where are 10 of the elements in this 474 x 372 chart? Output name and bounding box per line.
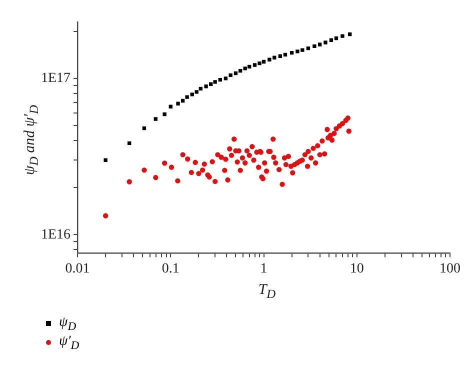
x-tick-label: 1 xyxy=(260,261,268,276)
x-tick-label: 0.1 xyxy=(162,261,180,276)
x-tick-label: 100 xyxy=(440,261,460,276)
legend-label: ψ$_{D}$ xyxy=(59,314,76,332)
x-axis-title: T$_{D}$ xyxy=(258,282,276,302)
legend-label: ψ′$_{D}$ xyxy=(59,334,80,352)
y-tick-label: 1E17 xyxy=(40,71,71,86)
x-tick-label: 0.01 xyxy=(65,261,90,276)
x-tick-label: 10 xyxy=(350,261,364,276)
y-tick-label: 1E16 xyxy=(40,227,71,242)
